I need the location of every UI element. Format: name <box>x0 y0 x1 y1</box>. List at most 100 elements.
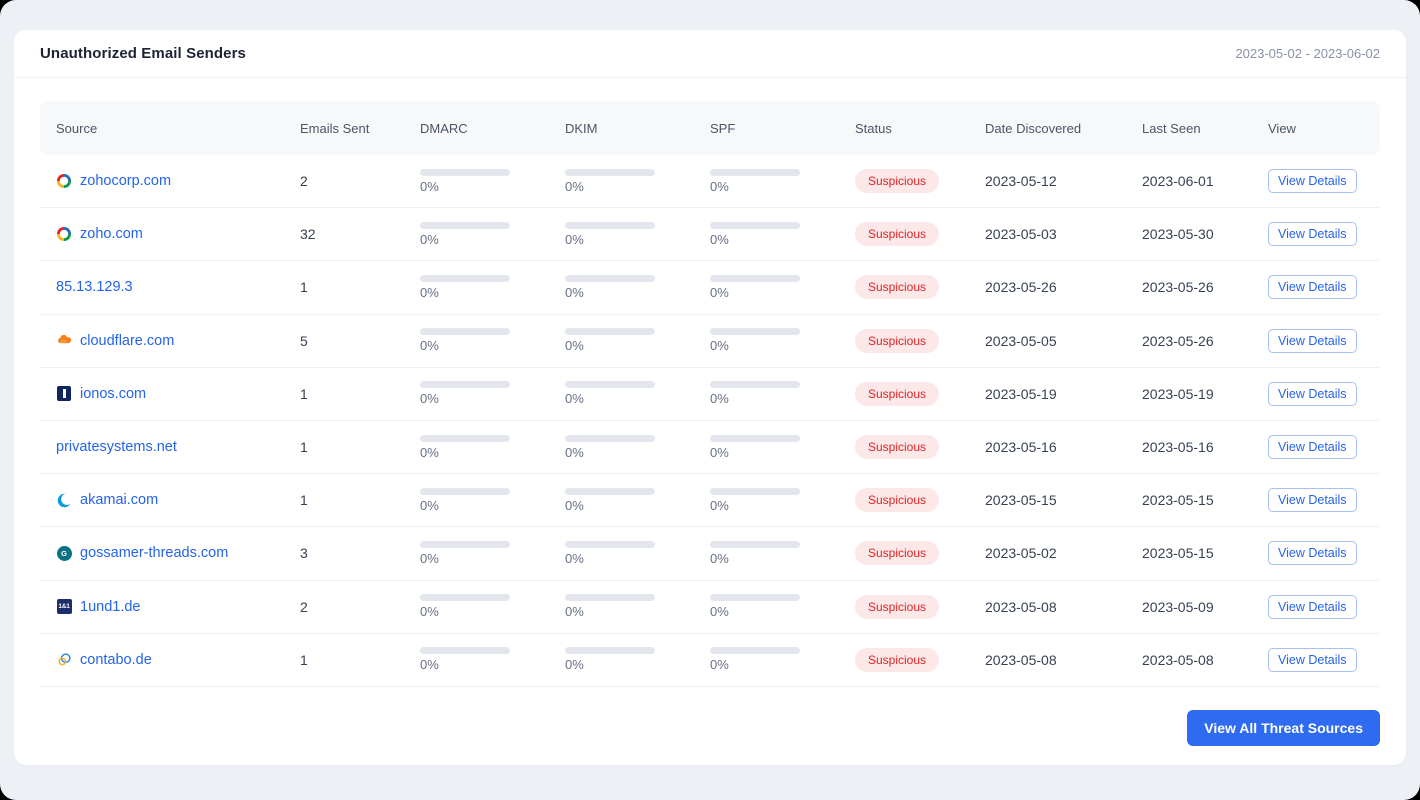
column-header-status: Status <box>855 120 892 136</box>
1und1-favicon-icon: 1&1 <box>56 599 72 615</box>
spf-percent-label: 0% <box>710 284 729 300</box>
spf-percent-label: 0% <box>710 657 729 673</box>
view-details-button[interactable]: View Details <box>1268 381 1357 406</box>
dkim-cell: 0% <box>565 168 710 194</box>
dkim-percent-label: 0% <box>565 178 584 194</box>
source-link[interactable]: ionos.com <box>80 385 147 402</box>
source-link[interactable]: cloudflare.com <box>80 332 175 349</box>
dkim-cell: 0% <box>565 487 710 513</box>
spf-percent-label: 0% <box>710 178 729 194</box>
emails-sent-cell: 2 <box>300 598 308 615</box>
last-seen-cell: 2023-06-01 <box>1142 173 1214 190</box>
spf-progress-bar <box>710 328 800 336</box>
spf-cell: 0% <box>710 168 855 194</box>
column-header-last-seen: Last Seen <box>1142 120 1201 136</box>
table-row: ionos.com 1 0% 0% 0% Suspicious 2023-05-… <box>40 368 1380 421</box>
spf-percent-label: 0% <box>710 338 729 354</box>
view-cell: View Details <box>1268 328 1380 353</box>
dmarc-percent-label: 0% <box>420 231 439 247</box>
dmarc-cell: 0% <box>420 647 565 672</box>
dmarc-progress-bar <box>420 647 510 655</box>
status-badge: Suspicious <box>855 169 940 194</box>
view-cell: View Details <box>1268 222 1380 247</box>
dmarc-cell: 0% <box>420 434 565 460</box>
dmarc-percent-label: 0% <box>420 178 439 194</box>
last-seen-cell: 2023-05-15 <box>1142 545 1214 562</box>
dkim-percent-label: 0% <box>565 497 584 513</box>
contabo-favicon-icon <box>56 652 72 668</box>
dmarc-progress-bar <box>420 274 510 282</box>
view-cell: View Details <box>1268 435 1380 460</box>
status-cell: Suspicious <box>855 328 985 353</box>
dmarc-progress-bar <box>420 487 510 495</box>
spf-cell: 0% <box>710 328 855 353</box>
last-seen-cell: 2023-05-09 <box>1142 598 1214 615</box>
column-header-dmarc: DMARC <box>420 120 468 136</box>
last-seen-cell: 2023-05-26 <box>1142 332 1214 349</box>
status-cell: Suspicious <box>855 594 985 619</box>
source-link[interactable]: akamai.com <box>80 492 159 509</box>
spf-percent-label: 0% <box>710 444 729 460</box>
dkim-progress-bar <box>565 274 655 282</box>
view-details-button[interactable]: View Details <box>1268 169 1357 194</box>
dkim-cell: 0% <box>565 540 710 566</box>
view-details-button[interactable]: View Details <box>1268 222 1357 247</box>
spf-percent-label: 0% <box>710 497 729 513</box>
view-details-button[interactable]: View Details <box>1268 275 1357 300</box>
dmarc-percent-label: 0% <box>420 444 439 460</box>
dkim-percent-label: 0% <box>565 338 584 354</box>
source-cell: cloudflare.com <box>40 333 300 349</box>
view-cell: View Details <box>1268 541 1380 566</box>
dmarc-progress-bar <box>420 381 510 389</box>
date-discovered-cell: 2023-05-19 <box>985 385 1057 402</box>
ionos-favicon-icon <box>56 386 72 402</box>
source-link[interactable]: zoho.com <box>80 226 143 243</box>
zoho-favicon-icon <box>56 226 72 242</box>
dkim-percent-label: 0% <box>565 604 584 620</box>
view-cell: View Details <box>1268 381 1380 406</box>
dmarc-percent-label: 0% <box>420 391 439 407</box>
view-cell: View Details <box>1268 275 1380 300</box>
view-details-button[interactable]: View Details <box>1268 328 1357 353</box>
source-link[interactable]: contabo.de <box>80 651 152 668</box>
date-discovered-cell: 2023-05-16 <box>985 439 1057 456</box>
source-cell: 85.13.129.3 <box>40 279 300 295</box>
emails-sent-cell: 32 <box>300 226 316 243</box>
spf-progress-bar <box>710 221 800 229</box>
source-link[interactable]: 85.13.129.3 <box>56 279 133 296</box>
view-details-button[interactable]: View Details <box>1268 594 1357 619</box>
panel-footer: View All Threat Sources <box>14 710 1406 765</box>
source-link[interactable]: gossamer-threads.com <box>80 545 229 562</box>
dmarc-progress-bar <box>420 168 510 176</box>
spf-progress-bar <box>710 594 800 602</box>
spf-progress-bar <box>710 647 800 655</box>
dmarc-cell: 0% <box>420 168 565 194</box>
source-link[interactable]: 1und1.de <box>80 598 141 615</box>
date-discovered-cell: 2023-05-03 <box>985 226 1057 243</box>
source-link[interactable]: zohocorp.com <box>80 173 172 190</box>
view-details-button[interactable]: View Details <box>1268 435 1357 460</box>
view-cell: View Details <box>1268 169 1380 194</box>
view-all-threat-sources-button[interactable]: View All Threat Sources <box>1187 710 1380 746</box>
table-row: zoho.com 32 0% 0% 0% Suspicious 2023-05-… <box>40 208 1380 262</box>
source-link[interactable]: privatesystems.net <box>56 439 177 456</box>
dmarc-progress-bar <box>420 221 510 229</box>
gossamer-favicon-icon: G <box>56 545 72 561</box>
source-cell: G gossamer-threads.com <box>40 545 300 561</box>
status-badge: Suspicious <box>855 488 940 513</box>
status-cell: Suspicious <box>855 541 985 566</box>
view-details-button[interactable]: View Details <box>1268 488 1357 513</box>
dmarc-progress-bar <box>420 434 510 442</box>
spf-cell: 0% <box>710 647 855 672</box>
emails-sent-cell: 5 <box>300 332 308 349</box>
column-header-date-discovered: Date Discovered <box>985 120 1082 136</box>
view-details-button[interactable]: View Details <box>1268 541 1357 566</box>
column-header-view: View <box>1268 120 1296 136</box>
spf-cell: 0% <box>710 274 855 300</box>
emails-sent-cell: 1 <box>300 492 308 509</box>
emails-sent-cell: 1 <box>300 279 308 296</box>
dkim-percent-label: 0% <box>565 444 584 460</box>
view-cell: View Details <box>1268 594 1380 619</box>
view-details-button[interactable]: View Details <box>1268 647 1357 672</box>
